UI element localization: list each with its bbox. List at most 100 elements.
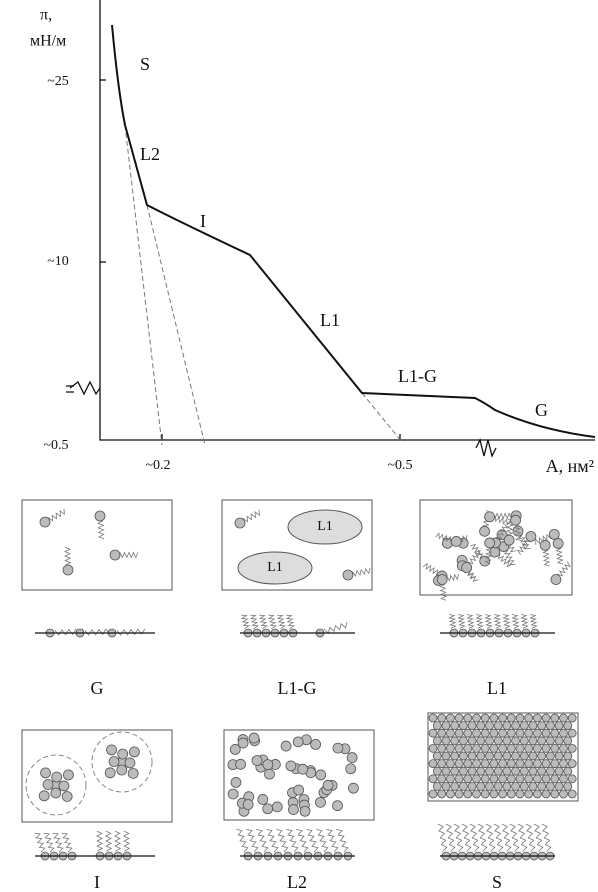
head: [52, 772, 62, 782]
head: [455, 760, 463, 768]
head: [494, 782, 502, 790]
head: [107, 745, 117, 755]
head: [109, 757, 119, 767]
tail: [476, 615, 483, 629]
head: [525, 729, 533, 737]
head: [429, 775, 437, 783]
head: [512, 767, 520, 775]
tail: [246, 829, 257, 852]
head: [555, 752, 563, 760]
head: [546, 767, 554, 775]
head: [555, 737, 563, 745]
head: [494, 737, 502, 745]
head: [516, 775, 524, 783]
head: [118, 749, 128, 759]
head: [459, 722, 467, 730]
tail: [306, 829, 318, 852]
head: [538, 767, 546, 775]
head: [477, 782, 485, 790]
head: [529, 782, 537, 790]
head: [243, 800, 253, 810]
head: [499, 729, 507, 737]
head: [568, 775, 576, 783]
y-tick-label: ~10: [47, 254, 69, 269]
head: [464, 714, 472, 722]
head: [451, 752, 459, 760]
tail: [467, 615, 474, 629]
head: [564, 722, 572, 730]
head: [429, 744, 437, 752]
head: [433, 752, 441, 760]
tail: [485, 615, 492, 629]
head: [507, 790, 515, 798]
head: [459, 752, 467, 760]
head: [486, 737, 494, 745]
head: [553, 538, 563, 548]
head: [529, 767, 537, 775]
head: [333, 743, 343, 753]
head: [316, 770, 326, 780]
head: [129, 747, 139, 757]
head: [551, 760, 559, 768]
head: [433, 782, 441, 790]
head: [529, 737, 537, 745]
head: [529, 752, 537, 760]
tail: [512, 615, 519, 629]
head: [459, 782, 467, 790]
panel-label: S: [492, 872, 502, 892]
head: [231, 777, 241, 787]
head: [451, 737, 459, 745]
head: [438, 790, 446, 798]
phase-label: G: [535, 400, 548, 420]
head: [546, 782, 554, 790]
head: [486, 752, 494, 760]
head: [429, 714, 437, 722]
head: [117, 765, 127, 775]
head: [503, 782, 511, 790]
panel-label: L1-G: [278, 678, 317, 698]
tail: [277, 615, 285, 629]
tail: [106, 831, 112, 851]
head: [525, 714, 533, 722]
head: [490, 775, 498, 783]
head: [446, 790, 454, 798]
head: [95, 511, 105, 521]
head: [525, 744, 533, 752]
head: [473, 729, 481, 737]
head: [503, 767, 511, 775]
head: [477, 767, 485, 775]
head: [490, 790, 498, 798]
head: [516, 714, 524, 722]
head: [442, 752, 450, 760]
head: [507, 775, 515, 783]
head: [252, 755, 262, 765]
head: [446, 714, 454, 722]
head: [258, 794, 268, 804]
head: [555, 782, 563, 790]
head: [555, 722, 563, 730]
phase-label: L2: [140, 144, 160, 164]
y-tick-label: ~25: [47, 74, 69, 89]
head: [551, 790, 559, 798]
head: [455, 775, 463, 783]
head: [555, 767, 563, 775]
head: [568, 714, 576, 722]
head: [533, 744, 541, 752]
y-axis-label: π,: [40, 7, 52, 24]
tail: [117, 629, 145, 635]
head: [542, 775, 550, 783]
head: [438, 760, 446, 768]
tail: [336, 829, 348, 852]
head: [481, 744, 489, 752]
head: [228, 789, 238, 799]
x-tick-label: ~0.2: [145, 458, 170, 473]
head: [346, 764, 356, 774]
head: [481, 729, 489, 737]
head: [464, 775, 472, 783]
head: [446, 775, 454, 783]
head: [490, 729, 498, 737]
head: [481, 775, 489, 783]
head: [568, 790, 576, 798]
tail: [326, 829, 338, 852]
panel-label: I: [94, 872, 100, 892]
